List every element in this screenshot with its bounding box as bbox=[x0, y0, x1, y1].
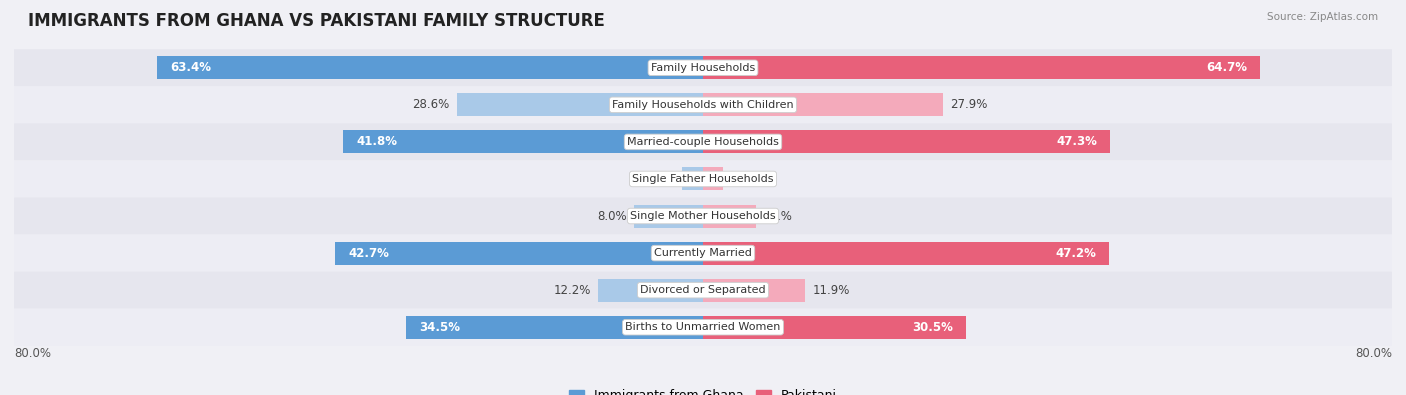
Text: Currently Married: Currently Married bbox=[654, 248, 752, 258]
FancyBboxPatch shape bbox=[14, 87, 1392, 123]
Text: 30.5%: 30.5% bbox=[912, 321, 953, 334]
Text: Births to Unmarried Women: Births to Unmarried Women bbox=[626, 322, 780, 332]
Bar bbox=[457, 93, 703, 117]
Bar bbox=[703, 167, 723, 190]
Text: 63.4%: 63.4% bbox=[170, 61, 211, 74]
Text: 80.0%: 80.0% bbox=[1355, 347, 1392, 360]
Text: Divorced or Separated: Divorced or Separated bbox=[640, 285, 766, 295]
Bar bbox=[157, 56, 703, 79]
Text: 12.2%: 12.2% bbox=[554, 284, 591, 297]
Legend: Immigrants from Ghana, Pakistani: Immigrants from Ghana, Pakistani bbox=[564, 384, 842, 395]
Bar bbox=[703, 316, 966, 339]
Text: 41.8%: 41.8% bbox=[356, 135, 396, 149]
Bar bbox=[634, 205, 703, 228]
Text: Single Mother Households: Single Mother Households bbox=[630, 211, 776, 221]
Text: 8.0%: 8.0% bbox=[598, 209, 627, 222]
Text: Single Father Households: Single Father Households bbox=[633, 174, 773, 184]
Text: Married-couple Households: Married-couple Households bbox=[627, 137, 779, 147]
Bar bbox=[703, 278, 806, 302]
Text: Source: ZipAtlas.com: Source: ZipAtlas.com bbox=[1267, 12, 1378, 22]
Text: Family Households with Children: Family Households with Children bbox=[612, 100, 794, 110]
Text: 11.9%: 11.9% bbox=[813, 284, 849, 297]
Text: 42.7%: 42.7% bbox=[349, 246, 389, 260]
Bar bbox=[335, 242, 703, 265]
FancyBboxPatch shape bbox=[14, 235, 1392, 272]
FancyBboxPatch shape bbox=[14, 272, 1392, 308]
FancyBboxPatch shape bbox=[14, 308, 1392, 346]
Text: 47.2%: 47.2% bbox=[1056, 246, 1097, 260]
Text: 6.1%: 6.1% bbox=[762, 209, 793, 222]
Bar bbox=[703, 56, 1260, 79]
Bar bbox=[703, 242, 1109, 265]
FancyBboxPatch shape bbox=[14, 49, 1392, 87]
FancyBboxPatch shape bbox=[14, 123, 1392, 160]
Text: 47.3%: 47.3% bbox=[1056, 135, 1098, 149]
Bar bbox=[703, 205, 755, 228]
Text: 34.5%: 34.5% bbox=[419, 321, 460, 334]
Text: Family Households: Family Households bbox=[651, 63, 755, 73]
Bar bbox=[406, 316, 703, 339]
Bar bbox=[343, 130, 703, 153]
Text: 28.6%: 28.6% bbox=[412, 98, 450, 111]
Bar bbox=[682, 167, 703, 190]
Text: 2.4%: 2.4% bbox=[645, 173, 675, 186]
Text: 64.7%: 64.7% bbox=[1206, 61, 1247, 74]
Bar bbox=[703, 93, 943, 117]
Text: 80.0%: 80.0% bbox=[14, 347, 51, 360]
Bar bbox=[598, 278, 703, 302]
Bar bbox=[703, 130, 1111, 153]
FancyBboxPatch shape bbox=[14, 160, 1392, 198]
FancyBboxPatch shape bbox=[14, 198, 1392, 235]
Text: 2.3%: 2.3% bbox=[730, 173, 759, 186]
Text: 27.9%: 27.9% bbox=[950, 98, 987, 111]
Text: IMMIGRANTS FROM GHANA VS PAKISTANI FAMILY STRUCTURE: IMMIGRANTS FROM GHANA VS PAKISTANI FAMIL… bbox=[28, 12, 605, 30]
